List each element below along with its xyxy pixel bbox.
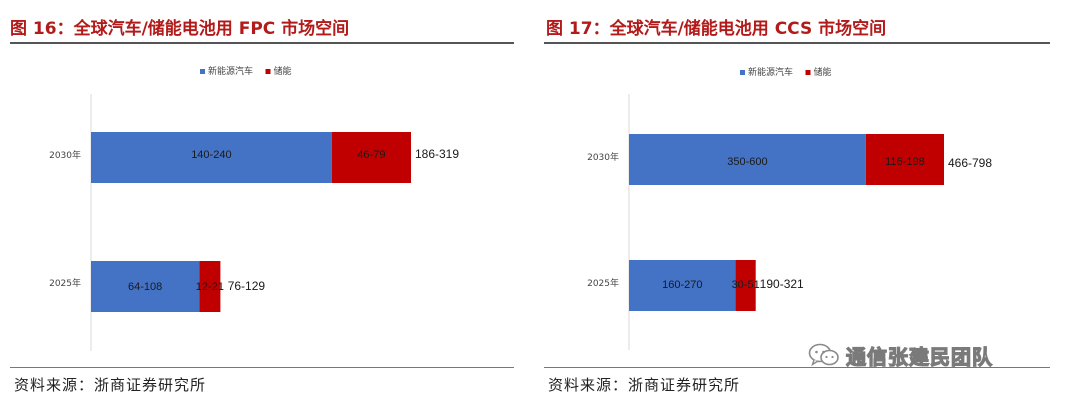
legend-label: 新能源汽车 <box>748 66 793 78</box>
legend-label: 储能 <box>814 66 832 78</box>
data-label: 30-51 <box>732 279 760 291</box>
data-label: 350-600 <box>727 156 767 168</box>
source-note: 资料来源：浙商证券研究所 <box>548 376 741 394</box>
chart-title: 图 17：全球汽车/储能电池用 CCS 市场空间 <box>546 19 887 39</box>
category-label: 2025年 <box>587 277 619 289</box>
bar-segment <box>735 260 756 311</box>
title-divider <box>544 42 1050 44</box>
legend-swatch <box>200 69 205 74</box>
legend-swatch <box>805 70 811 75</box>
bar-segment <box>865 134 944 185</box>
category-label: 2025年 <box>49 277 81 289</box>
bar-segment <box>629 134 866 185</box>
fpc-bar-chart: 新能源汽车 储能 2030年 140-240 46-79 186-319 2025年 64-1… <box>49 65 459 351</box>
total-label: 466-798 <box>948 156 992 170</box>
legend-label: 新能源汽车 <box>208 65 253 77</box>
data-label: 46-79 <box>357 149 385 161</box>
watermark: 通信张建民团队 <box>808 340 993 370</box>
ccs-chart-panel: 图 17：全球汽车/储能电池用 CCS 市场空间 新能源汽车 储能 2030年 350… <box>540 0 1060 406</box>
wechat-icon <box>808 343 839 367</box>
total-label: 76-129 <box>228 279 266 293</box>
bar-segment <box>91 261 200 312</box>
category-label: 2030年 <box>49 149 81 161</box>
total-label: 190-321 <box>760 277 804 291</box>
legend-label: 储能 <box>274 65 292 77</box>
bar-segment <box>629 260 736 311</box>
bar-segment <box>91 132 332 183</box>
source-note: 资料来源：浙商证券研究所 <box>14 376 207 394</box>
watermark-text: 通信张建民团队 <box>845 344 993 369</box>
title-divider <box>10 42 514 44</box>
bar-segment <box>331 132 411 183</box>
data-label: 116-198 <box>885 156 925 168</box>
legend-swatch <box>265 69 271 74</box>
bar-segment <box>199 261 221 312</box>
category-label: 2030年 <box>587 151 619 163</box>
legend-swatch <box>740 70 745 75</box>
data-label: 160-270 <box>662 279 702 291</box>
source-divider <box>544 367 1050 368</box>
source-divider <box>10 367 514 368</box>
data-label: 12-21 <box>196 281 224 293</box>
chart-title: 图 16：全球汽车/储能电池用 FPC 市场空间 <box>10 19 350 39</box>
total-label: 186-319 <box>415 147 459 161</box>
ccs-bar-chart: 新能源汽车 储能 2030年 350-600 116-198 466-798 2025年 16… <box>587 66 992 350</box>
fpc-chart-panel: 图 16：全球汽车/储能电池用 FPC 市场空间 新能源汽车 储能 2030年 140… <box>0 0 520 406</box>
data-label: 64-108 <box>128 281 162 293</box>
data-label: 140-240 <box>191 149 231 161</box>
